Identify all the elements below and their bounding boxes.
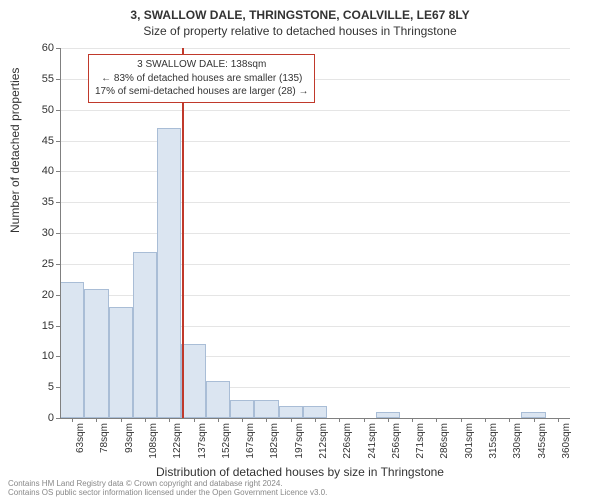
y-tick-mark — [56, 295, 60, 296]
x-tick-label: 226sqm — [342, 423, 353, 459]
y-axis-label: Number of detached properties — [8, 68, 22, 233]
x-tick-label: 301sqm — [464, 423, 475, 459]
x-tick-label: 286sqm — [439, 423, 450, 459]
x-tick-label: 167sqm — [245, 423, 256, 459]
x-axis-label: Distribution of detached houses by size … — [0, 465, 600, 479]
histogram-bar — [230, 400, 254, 419]
x-tick-label: 241sqm — [367, 423, 378, 459]
x-tick-label: 122sqm — [172, 423, 183, 459]
x-tick-label: 330sqm — [512, 423, 523, 459]
y-tick-mark — [56, 171, 60, 172]
x-tick-label: 197sqm — [294, 423, 305, 459]
y-tick-label: 60 — [24, 42, 54, 54]
y-tick-label: 10 — [24, 350, 54, 362]
y-tick-mark — [56, 356, 60, 357]
annotation-line-2: ← 83% of detached houses are smaller (13… — [95, 72, 308, 86]
x-tick-label: 212sqm — [318, 423, 329, 459]
annotation-line-3: 17% of semi-detached houses are larger (… — [95, 85, 308, 99]
x-tick-label: 182sqm — [269, 423, 280, 459]
y-tick-mark — [56, 387, 60, 388]
y-tick-mark — [56, 264, 60, 265]
chart-plot-area: 3 SWALLOW DALE: 138sqm ← 83% of detached… — [60, 48, 570, 418]
y-tick-mark — [56, 202, 60, 203]
y-tick-mark — [56, 326, 60, 327]
x-tick-label: 152sqm — [221, 423, 232, 459]
footer-attribution: Contains HM Land Registry data © Crown c… — [8, 479, 327, 498]
x-tick-label: 137sqm — [197, 423, 208, 459]
y-tick-label: 5 — [24, 381, 54, 393]
annotation-line-1: 3 SWALLOW DALE: 138sqm — [95, 58, 308, 72]
x-tick-mark — [169, 418, 170, 422]
x-tick-mark — [315, 418, 316, 422]
x-tick-mark — [242, 418, 243, 422]
x-tick-mark — [364, 418, 365, 422]
x-tick-mark — [558, 418, 559, 422]
y-tick-label: 45 — [24, 135, 54, 147]
x-tick-label: 93sqm — [124, 423, 135, 453]
title-line-2: Size of property relative to detached ho… — [0, 24, 600, 40]
footer-line-1: Contains HM Land Registry data © Crown c… — [8, 479, 327, 489]
y-tick-mark — [56, 418, 60, 419]
marker-line — [182, 48, 184, 418]
footer-line-2: Contains OS public sector information li… — [8, 488, 327, 498]
y-tick-label: 55 — [24, 73, 54, 85]
x-tick-mark — [534, 418, 535, 422]
x-tick-label: 78sqm — [99, 423, 110, 453]
histogram-bar — [84, 289, 108, 419]
x-tick-mark — [121, 418, 122, 422]
x-tick-label: 345sqm — [537, 423, 548, 459]
x-tick-mark — [412, 418, 413, 422]
x-tick-label: 315sqm — [488, 423, 499, 459]
y-tick-label: 15 — [24, 320, 54, 332]
x-tick-label: 271sqm — [415, 423, 426, 459]
x-tick-label: 108sqm — [148, 423, 159, 459]
plot-region — [60, 48, 570, 418]
y-tick-mark — [56, 141, 60, 142]
y-tick-mark — [56, 79, 60, 80]
x-tick-mark — [218, 418, 219, 422]
x-tick-mark — [485, 418, 486, 422]
y-tick-label: 50 — [24, 104, 54, 116]
x-tick-label: 256sqm — [391, 423, 402, 459]
annotation-box: 3 SWALLOW DALE: 138sqm ← 83% of detached… — [88, 54, 315, 103]
x-tick-mark — [194, 418, 195, 422]
x-tick-mark — [96, 418, 97, 422]
histogram-bar — [109, 307, 133, 418]
x-tick-mark — [509, 418, 510, 422]
y-tick-label: 25 — [24, 258, 54, 270]
histogram-bar — [133, 252, 157, 419]
x-tick-mark — [388, 418, 389, 422]
y-tick-mark — [56, 110, 60, 111]
histogram-bar — [181, 344, 205, 418]
x-tick-mark — [72, 418, 73, 422]
histogram-bar — [303, 406, 327, 418]
x-tick-mark — [339, 418, 340, 422]
y-tick-label: 40 — [24, 165, 54, 177]
y-tick-mark — [56, 233, 60, 234]
histogram-bar — [254, 400, 278, 419]
x-tick-mark — [145, 418, 146, 422]
y-tick-mark — [56, 48, 60, 49]
histogram-bar — [60, 282, 84, 418]
x-tick-label: 63sqm — [75, 423, 86, 453]
y-tick-label: 30 — [24, 227, 54, 239]
title-line-1: 3, SWALLOW DALE, THRINGSTONE, COALVILLE,… — [0, 8, 600, 24]
bars-container — [60, 48, 570, 418]
y-tick-label: 20 — [24, 289, 54, 301]
x-tick-label: 360sqm — [561, 423, 572, 459]
histogram-bar — [206, 381, 230, 418]
x-tick-mark — [266, 418, 267, 422]
y-tick-label: 0 — [24, 412, 54, 424]
x-tick-mark — [461, 418, 462, 422]
x-tick-mark — [436, 418, 437, 422]
histogram-bar — [157, 128, 181, 418]
y-tick-label: 35 — [24, 196, 54, 208]
y-axis — [60, 48, 61, 418]
histogram-bar — [279, 406, 303, 418]
x-tick-mark — [291, 418, 292, 422]
chart-title: 3, SWALLOW DALE, THRINGSTONE, COALVILLE,… — [0, 0, 600, 39]
